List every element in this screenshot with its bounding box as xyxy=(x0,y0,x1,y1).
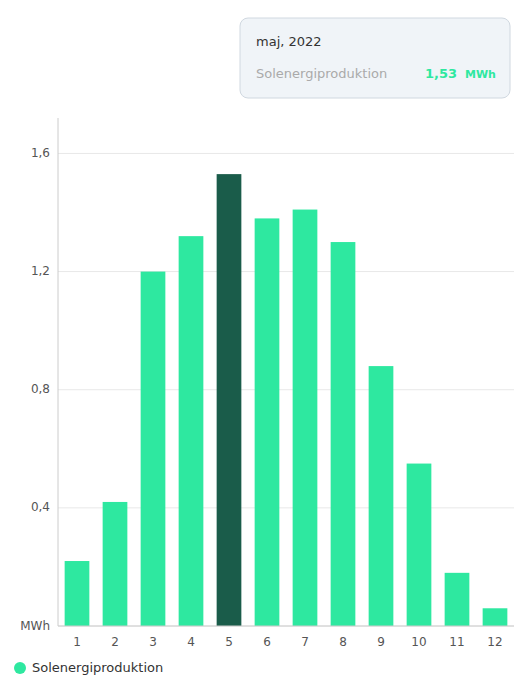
bar xyxy=(369,366,394,626)
grid-line xyxy=(58,626,514,627)
x-tick-label: 5 xyxy=(225,635,233,649)
y-axis-line xyxy=(58,118,59,626)
y-tick-label: 1,6 xyxy=(31,146,50,160)
tooltip-box xyxy=(240,18,510,98)
bar xyxy=(217,174,242,626)
x-tick-label: 2 xyxy=(111,635,119,649)
tooltip-text: Solenergiproduktion xyxy=(256,66,387,81)
grid-line xyxy=(58,389,514,390)
y-tick-label: 0,4 xyxy=(31,500,50,514)
x-tick-label: 12 xyxy=(487,635,502,649)
bar xyxy=(407,464,432,626)
x-tick-label: 4 xyxy=(187,635,195,649)
tooltip: maj, 2022 Solenergiproduktion 1,53 MWh xyxy=(240,18,510,98)
bar xyxy=(103,502,128,626)
x-tick-label: 6 xyxy=(263,635,271,649)
bar xyxy=(255,218,280,626)
x-tick-label: 1 xyxy=(73,635,81,649)
legend-marker xyxy=(14,662,26,674)
x-tick-label: 9 xyxy=(377,635,385,649)
bars xyxy=(65,174,508,626)
x-tick-label: 7 xyxy=(301,635,309,649)
legend-label: Solenergiproduktion xyxy=(32,660,163,675)
y-tick-label: MWh xyxy=(20,619,50,633)
grid-line xyxy=(58,153,514,154)
bar xyxy=(141,272,166,626)
chart: MWh0,40,81,21,6123456789101112Solenergip… xyxy=(0,0,530,700)
y-grid xyxy=(58,153,514,626)
x-axis-line xyxy=(58,626,514,627)
bar xyxy=(65,561,90,626)
bar xyxy=(179,236,204,626)
bar xyxy=(483,608,508,626)
bar xyxy=(293,210,318,626)
y-tick-label: 1,2 xyxy=(31,264,50,278)
x-tick-label: 3 xyxy=(149,635,157,649)
bar xyxy=(331,242,356,626)
grid-line xyxy=(58,271,514,272)
bar xyxy=(445,573,470,626)
tooltip-text: 1,53 xyxy=(425,66,457,81)
x-tick-label: 8 xyxy=(339,635,347,649)
x-tick-label: 10 xyxy=(411,635,426,649)
tooltip-text: maj, 2022 xyxy=(256,34,322,49)
y-tick-label: 0,8 xyxy=(31,382,50,396)
legend: Solenergiproduktion xyxy=(14,660,163,675)
tooltip-text: MWh xyxy=(465,68,496,81)
x-tick-label: 11 xyxy=(449,635,464,649)
